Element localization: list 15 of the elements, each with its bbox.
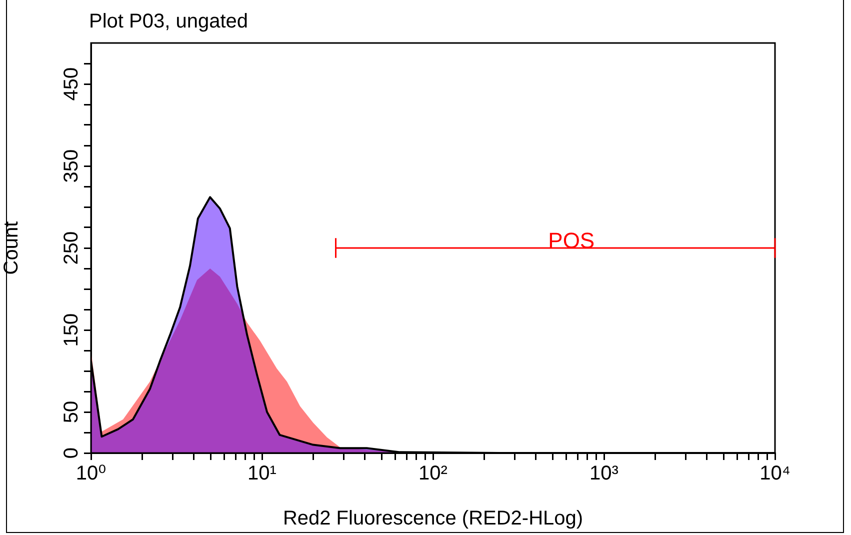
- y-tick-label: 450: [60, 67, 83, 101]
- y-tick-label: 250: [60, 231, 83, 265]
- y-tick-label: 350: [60, 149, 83, 183]
- chart-title: Plot P03, ungated: [89, 10, 248, 33]
- x-tick-label: 10³: [590, 462, 619, 485]
- series-label: POS: [548, 228, 595, 254]
- y-tick-label: 0: [60, 447, 83, 459]
- x-tick-label: 10²: [418, 462, 448, 485]
- y-tick-label: 150: [60, 313, 83, 347]
- x-tick-label: 10¹: [248, 462, 277, 485]
- x-axis-title: Red2 Fluorescence (RED2-HLog): [282, 508, 584, 530]
- y-tick-label: 50: [60, 400, 83, 424]
- x-tick-label: 10⁴: [760, 462, 790, 485]
- x-tick-label: 10⁰: [76, 462, 106, 485]
- y-axis-title: Count: [0, 220, 23, 275]
